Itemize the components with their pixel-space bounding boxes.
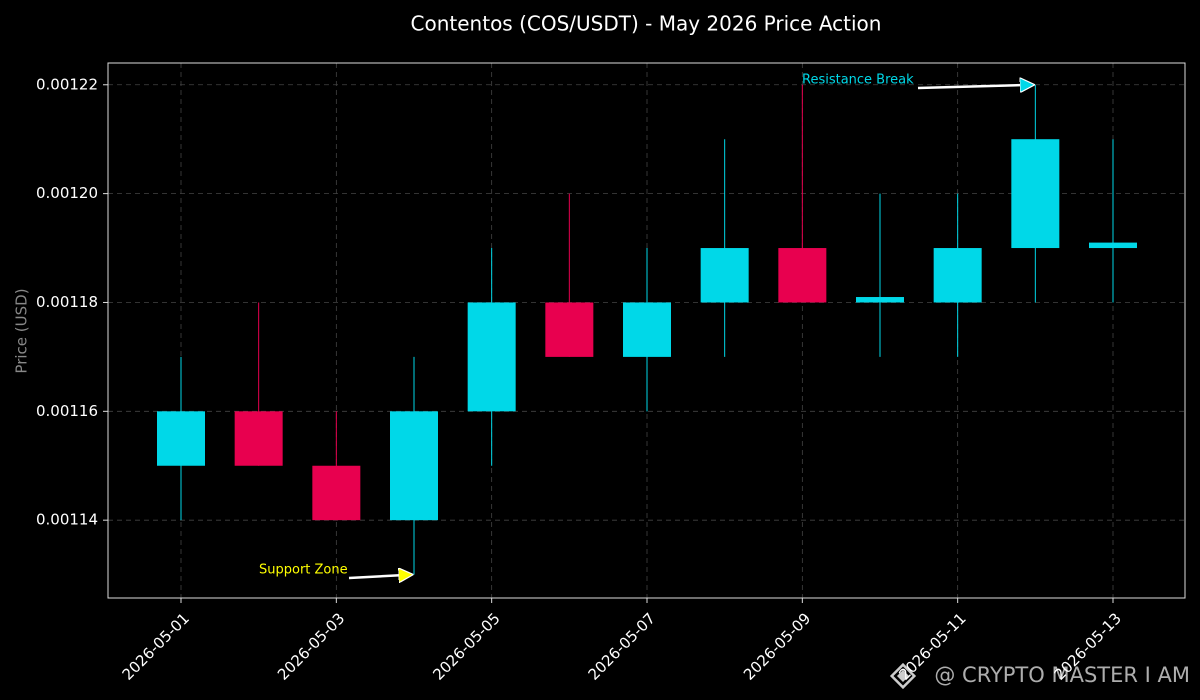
annotation-arrow — [917, 85, 1033, 88]
candle-body — [157, 411, 205, 466]
y-tick-label: 0.00118 — [36, 293, 98, 311]
annotation-text: Resistance Break — [802, 73, 914, 88]
watermark: @ CRYPTO MASTER I AM — [934, 663, 1190, 687]
candle-body — [856, 297, 904, 303]
annotation-arrow — [348, 575, 412, 578]
chart-title: Contentos (COS/USDT) - May 2026 Price Ac… — [411, 12, 882, 36]
y-axis-label: Price (USD) — [13, 288, 31, 373]
candle-body — [234, 411, 283, 466]
candle-body — [623, 302, 671, 357]
candle-body — [778, 248, 827, 303]
y-tick-label: 0.00114 — [36, 511, 98, 529]
candle-body — [933, 248, 982, 303]
candle-body — [390, 411, 438, 521]
candle-body — [467, 302, 516, 412]
y-tick-label: 0.00122 — [36, 75, 98, 93]
candle-body — [312, 465, 361, 521]
plot-frame — [107, 62, 1186, 599]
candle-body — [545, 302, 594, 357]
annotation-text: Support Zone — [259, 563, 348, 578]
candle-body — [700, 248, 749, 303]
candle-body — [1089, 242, 1137, 249]
y-tick-label: 0.00120 — [36, 184, 98, 202]
watermark-icon — [889, 662, 917, 690]
candle-body — [1011, 139, 1060, 249]
y-tick-label: 0.00116 — [36, 402, 98, 420]
